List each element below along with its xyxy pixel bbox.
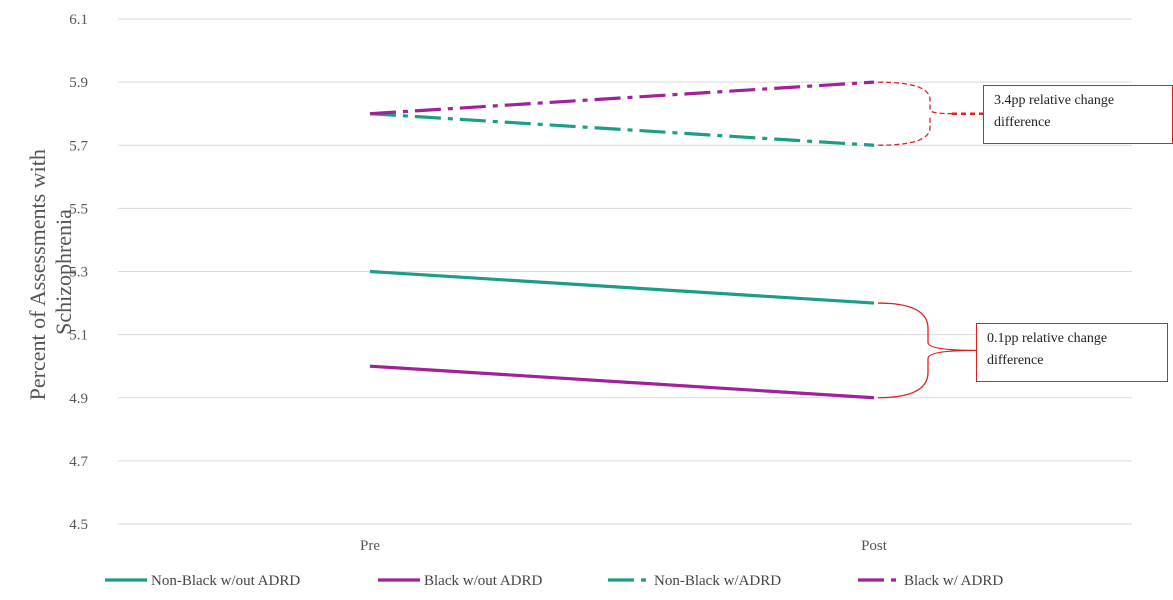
y-tick-label: 4.7 — [69, 454, 88, 470]
x-tick-label: Pre — [360, 538, 380, 554]
bracket-top — [877, 81, 953, 146]
gridlines — [118, 18, 1132, 525]
y-tick-label: 5.5 — [69, 201, 88, 217]
series-line-4 — [369, 80, 875, 116]
series-line-2 — [369, 364, 875, 400]
y-axis-label: Percent of Assessments with Schizophreni… — [25, 144, 76, 401]
x-tick-label: Post — [861, 538, 888, 554]
y-tick-label: 5.9 — [69, 75, 88, 91]
bracket-bottom — [877, 302, 977, 399]
y-tick-label: 5.3 — [69, 265, 88, 281]
y-tick-label: 6.1 — [69, 12, 88, 28]
legend-label-4: Black w/ ADRD — [904, 573, 1003, 589]
y-tick-label: 4.5 — [69, 517, 88, 533]
annotation-top: 3.4pp relative change difference — [983, 85, 1173, 144]
series-line-3 — [369, 112, 875, 147]
y-tick-label: 5.1 — [69, 328, 88, 344]
y-axis-label-line-1: Percent of Assessments with — [25, 149, 50, 400]
legend-label-3: Non-Black w/ADRD — [654, 573, 781, 589]
y-tick-label: 5.7 — [69, 138, 88, 154]
y-axis-ticks: 4.5 4.7 4.9 5.1 5.3 5.5 5.7 5.9 6.1 — [69, 12, 88, 533]
legend-label-1: Non-Black w/out ADRD — [151, 573, 300, 589]
series-lines — [369, 80, 875, 400]
x-axis-ticks: Pre Post — [360, 538, 888, 554]
legend: Non-Black w/out ADRD Black w/out ADRD Non-… — [105, 573, 1003, 589]
annotation-bottom: 0.1pp relative change difference — [976, 323, 1168, 382]
y-axis-label-line-2: Schizophrenia — [51, 209, 76, 335]
legend-label-2: Black w/out ADRD — [424, 573, 542, 589]
y-tick-label: 4.9 — [69, 391, 88, 407]
series-line-1 — [369, 269, 875, 305]
annotation-brackets — [877, 81, 983, 399]
